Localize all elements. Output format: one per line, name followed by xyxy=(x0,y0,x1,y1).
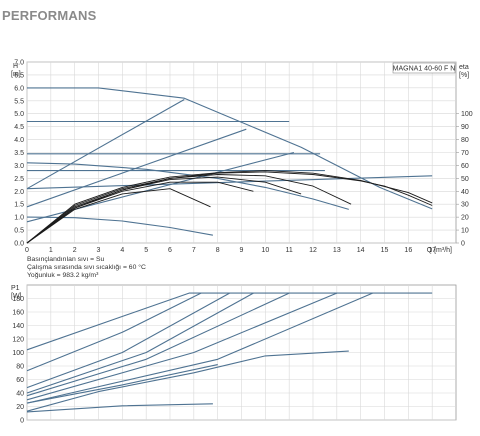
head-x-tick-label: 14 xyxy=(357,247,365,254)
head-y-tick-label: 6.0 xyxy=(14,85,24,92)
head-curve-line xyxy=(26,162,349,210)
head-y-tick-label: 5.5 xyxy=(14,98,24,105)
head-curve-line xyxy=(26,99,185,190)
power-curve-line xyxy=(26,292,202,372)
head-x-tick-label: 10 xyxy=(261,247,269,254)
power-curve-line xyxy=(26,292,373,404)
eta-tick-label: 80 xyxy=(461,137,469,144)
head-y-tick-label: 3.5 xyxy=(14,150,24,157)
power-curve-line xyxy=(26,403,213,413)
head-y-axis-label: H xyxy=(13,63,18,70)
fluid-note: Yoğunluk = 983.2 kg/m³ xyxy=(27,272,99,279)
head-x-tick-label: 12 xyxy=(309,247,317,254)
head-y-tick-label: 0.5 xyxy=(14,228,24,235)
head-x-axis-label: Q [m³/h] xyxy=(427,247,452,254)
eta-tick-label: 0 xyxy=(461,241,465,248)
power-curve-line xyxy=(26,292,254,394)
eta-tick-label: 90 xyxy=(461,124,469,131)
eta-axis-unit: [%] xyxy=(459,72,469,79)
head-curve-line xyxy=(27,87,433,210)
head-x-tick-label: 13 xyxy=(333,247,341,254)
eta-tick-label: 50 xyxy=(461,176,469,183)
head-x-tick-label: 1 xyxy=(49,247,53,254)
head-x-tick-label: 4 xyxy=(120,247,124,254)
power-y-axis-unit: [W] xyxy=(11,293,22,300)
power-y-tick-label: 0 xyxy=(20,418,24,425)
efficiency-curve-line xyxy=(26,176,302,244)
efficiency-curve-line xyxy=(26,188,211,244)
fluid-note: Basınçlandırılan sıvı = Su xyxy=(27,256,104,263)
eta-tick-label: 20 xyxy=(461,215,469,222)
head-y-tick-label: 5.0 xyxy=(14,111,24,118)
head-y-axis-unit: [m] xyxy=(11,71,21,78)
power-y-tick-label: 160 xyxy=(12,310,24,317)
power-curve-line xyxy=(26,292,230,389)
head-x-tick-label: 6 xyxy=(168,247,172,254)
eta-tick-label: 100 xyxy=(461,111,473,118)
head-x-tick-label: 17 xyxy=(428,247,436,254)
head-y-tick-label: 2.0 xyxy=(14,189,24,196)
fluid-note: Çalışma sırasında sıvı sıcaklığı = 60 °C xyxy=(27,263,146,271)
power-curve-line xyxy=(26,292,433,351)
head-x-tick-label: 15 xyxy=(381,247,389,254)
model-label: MAGNA1 40-60 F N xyxy=(393,66,456,73)
eta-tick-label: 60 xyxy=(461,163,469,170)
head-y-tick-label: 6.5 xyxy=(14,72,24,79)
head-x-tick-label: 7 xyxy=(192,247,196,254)
eta-tick-label: 30 xyxy=(461,202,469,209)
power-y-tick-label: 100 xyxy=(12,350,24,357)
head-x-tick-label: 3 xyxy=(97,247,101,254)
eta-tick-label: 10 xyxy=(461,228,469,235)
head-x-tick-label: 8 xyxy=(216,247,220,254)
efficiency-curve-line xyxy=(26,170,433,244)
power-y-tick-label: 120 xyxy=(12,337,24,344)
head-x-tick-label: 16 xyxy=(404,247,412,254)
head-y-tick-label: 1.0 xyxy=(14,215,24,222)
power-curve-line xyxy=(26,292,290,397)
head-y-tick-label: 1.5 xyxy=(14,202,24,209)
efficiency-curve-line xyxy=(26,174,352,244)
head-y-tick-label: 7.0 xyxy=(14,60,24,67)
model-label-box xyxy=(392,62,456,74)
power-y-tick-label: 80 xyxy=(16,364,24,371)
power-y-axis-label: P1 xyxy=(11,285,20,292)
power-curve-line xyxy=(26,364,218,404)
head-x-tick-label: 9 xyxy=(240,247,244,254)
head-curve-line xyxy=(26,128,247,208)
page-title: PERFORMANS xyxy=(2,8,97,23)
power-y-tick-label: 20 xyxy=(16,404,24,411)
power-y-tick-label: 140 xyxy=(12,323,24,330)
head-x-tick-label: 2 xyxy=(73,247,77,254)
head-y-tick-label: 4.5 xyxy=(14,124,24,131)
power-y-tick-label: 180 xyxy=(12,296,24,303)
eta-axis-label: eta xyxy=(459,64,469,71)
eta-tick-label: 40 xyxy=(461,189,469,196)
head-x-tick-label: 0 xyxy=(25,247,29,254)
head-y-tick-label: 0.0 xyxy=(14,241,24,248)
eta-tick-label: 70 xyxy=(461,150,469,157)
power-curve-line xyxy=(26,350,349,412)
power-y-tick-label: 60 xyxy=(16,377,24,384)
head-y-tick-label: 2.5 xyxy=(14,176,24,183)
head-x-tick-label: 11 xyxy=(286,247,293,254)
head-y-tick-label: 4.0 xyxy=(14,137,24,144)
head-curve-line xyxy=(26,175,433,190)
head-x-tick-label: 5 xyxy=(144,247,148,254)
power-curve-line xyxy=(26,292,338,401)
efficiency-curve-line xyxy=(26,181,254,244)
head-y-tick-label: 3.0 xyxy=(14,163,24,170)
power-y-tick-label: 40 xyxy=(16,391,24,398)
